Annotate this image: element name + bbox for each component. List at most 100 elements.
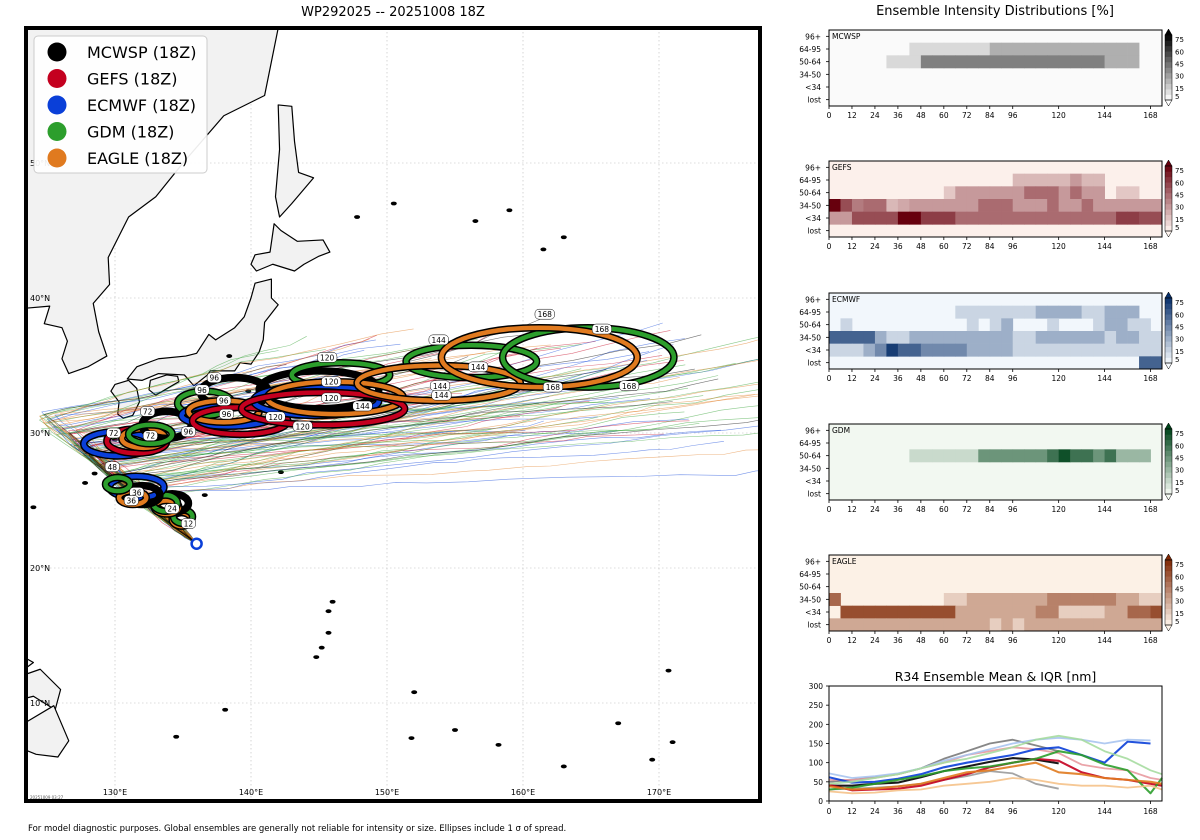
heatmap-cell bbox=[1093, 618, 1105, 632]
heatmap-cell bbox=[955, 199, 968, 212]
heatmap-cell bbox=[1150, 331, 1163, 344]
x-tick-label: 96 bbox=[1008, 636, 1018, 645]
row-label: lost bbox=[807, 96, 821, 105]
x-tick-label: 84 bbox=[985, 374, 995, 383]
heatmap-cell bbox=[1001, 211, 1014, 225]
colorbar-segment bbox=[1165, 35, 1172, 41]
hour-label-text: 36 bbox=[132, 488, 142, 497]
heatmap-cell bbox=[897, 199, 910, 212]
heatmap-cell bbox=[897, 55, 910, 69]
row-label: <34 bbox=[805, 608, 821, 617]
heatmap-cell bbox=[1116, 186, 1128, 200]
row-label: 50-64 bbox=[799, 583, 821, 592]
x-tick-label: 60 bbox=[939, 374, 949, 383]
colorbar-extend-top bbox=[1164, 553, 1173, 561]
colorbar-tick-label: 15 bbox=[1175, 85, 1184, 93]
small-island bbox=[472, 219, 479, 223]
heatmap-cell bbox=[1047, 593, 1060, 606]
colorbar-segment bbox=[1165, 314, 1172, 320]
heatmap-cell bbox=[1139, 343, 1151, 357]
heatmap-cell bbox=[851, 199, 864, 212]
colorbar-segment bbox=[1165, 187, 1172, 194]
heatmap-cell bbox=[1024, 42, 1037, 56]
x-tick-label: 60 bbox=[939, 636, 949, 645]
x-tick-label: 96 bbox=[1008, 242, 1018, 251]
legend-marker bbox=[47, 42, 67, 62]
x-tick-label: 72 bbox=[962, 505, 972, 514]
heatmap-cell bbox=[1093, 305, 1105, 319]
colorbar-segment bbox=[1165, 176, 1172, 183]
ellipse-mcwsp-120 bbox=[256, 368, 382, 411]
colorbar-extend-top bbox=[1164, 28, 1173, 36]
colorbar-segment bbox=[1165, 570, 1172, 577]
ellipse-gefs-120 bbox=[239, 390, 407, 428]
row-label: 50-64 bbox=[799, 58, 821, 67]
colorbar-tick-label: 75 bbox=[1175, 167, 1184, 175]
colorbar-tick-label: 45 bbox=[1175, 60, 1184, 68]
r34-series-line bbox=[828, 734, 1163, 785]
heatmap-cell bbox=[1070, 331, 1083, 344]
hour-label-text: 144 bbox=[434, 391, 449, 400]
x-tick-label: 72 bbox=[962, 636, 972, 645]
x-tick-label: 72 bbox=[962, 374, 972, 383]
hour-label: 168 bbox=[542, 381, 563, 393]
heatmap-cell bbox=[1139, 331, 1151, 344]
x-tick-label: 84 bbox=[985, 111, 995, 120]
x-tick-label: 96 bbox=[1008, 505, 1018, 514]
heatmap-cell bbox=[955, 211, 968, 225]
heatmap-cell bbox=[863, 199, 876, 212]
x-tick-label: 144 bbox=[1097, 636, 1112, 645]
hour-label: 36 bbox=[123, 495, 139, 506]
heatmap-cell bbox=[1127, 593, 1140, 606]
heatmap-eagle: EAGLE 96+ 64-95 50-64 34-50 <34 lost 0 12 24 36 48 6… bbox=[799, 553, 1184, 645]
colorbar-segment bbox=[1165, 352, 1172, 358]
x-tick-label: 12 bbox=[847, 374, 857, 383]
row-label: 96+ bbox=[805, 426, 821, 435]
heatmap-cell bbox=[1058, 605, 1071, 619]
heatmap-cell bbox=[874, 605, 887, 619]
hour-label-text: 144 bbox=[471, 363, 486, 372]
hour-label-box bbox=[206, 372, 222, 383]
heatmap-cell bbox=[978, 605, 991, 619]
hour-label-box bbox=[180, 518, 196, 529]
land-hokkaido bbox=[250, 223, 331, 272]
heatmap-cell bbox=[1058, 55, 1071, 69]
heatmap-cell bbox=[1104, 318, 1117, 332]
colorbar-extend-top bbox=[1164, 291, 1173, 299]
colorbar-segment bbox=[1165, 614, 1172, 620]
heatmap-cell bbox=[978, 199, 991, 212]
heatmap-cell bbox=[1081, 305, 1094, 319]
heatmap-cell bbox=[978, 55, 991, 69]
heatmap-cell bbox=[1116, 593, 1128, 606]
heatmap-cell bbox=[955, 618, 968, 632]
heatmap-cell bbox=[1047, 343, 1060, 357]
heatmap-cell bbox=[1093, 42, 1105, 56]
heatmap-cell bbox=[1024, 343, 1037, 357]
heatmap-cell bbox=[1001, 305, 1014, 319]
colorbar-segment bbox=[1165, 298, 1172, 304]
heatmap-cell bbox=[1070, 42, 1083, 56]
row-label: 64-95 bbox=[799, 439, 821, 448]
heatmap-cell bbox=[1104, 605, 1117, 619]
colorbar-segment bbox=[1165, 166, 1172, 172]
hour-label-box bbox=[321, 376, 342, 387]
heatmap-cell bbox=[955, 343, 968, 357]
heatmap-cell bbox=[1012, 618, 1025, 632]
x-tick-label: 120 bbox=[1051, 807, 1066, 816]
heatmap-cell bbox=[829, 593, 841, 606]
heatmap-cell bbox=[1058, 449, 1071, 463]
small-island bbox=[560, 235, 567, 240]
colorbar-segment bbox=[1165, 477, 1172, 484]
colorbar-segment bbox=[1165, 346, 1172, 353]
heatmap-frame bbox=[828, 29, 1163, 107]
heatmap-cell bbox=[1012, 42, 1025, 56]
y-tick-label: 50 bbox=[813, 778, 823, 787]
x-tick-label: 168 bbox=[1143, 505, 1158, 514]
colorbar-extend-bottom bbox=[1164, 230, 1173, 238]
heatmap-cell bbox=[1116, 318, 1128, 332]
y-tick-label: 150 bbox=[809, 740, 824, 749]
colorbar-tick-label: 30 bbox=[1175, 336, 1184, 344]
x-tick-label: 120 bbox=[1051, 374, 1066, 383]
row-label: lost bbox=[807, 359, 821, 368]
heatmap-cell bbox=[989, 199, 1002, 212]
